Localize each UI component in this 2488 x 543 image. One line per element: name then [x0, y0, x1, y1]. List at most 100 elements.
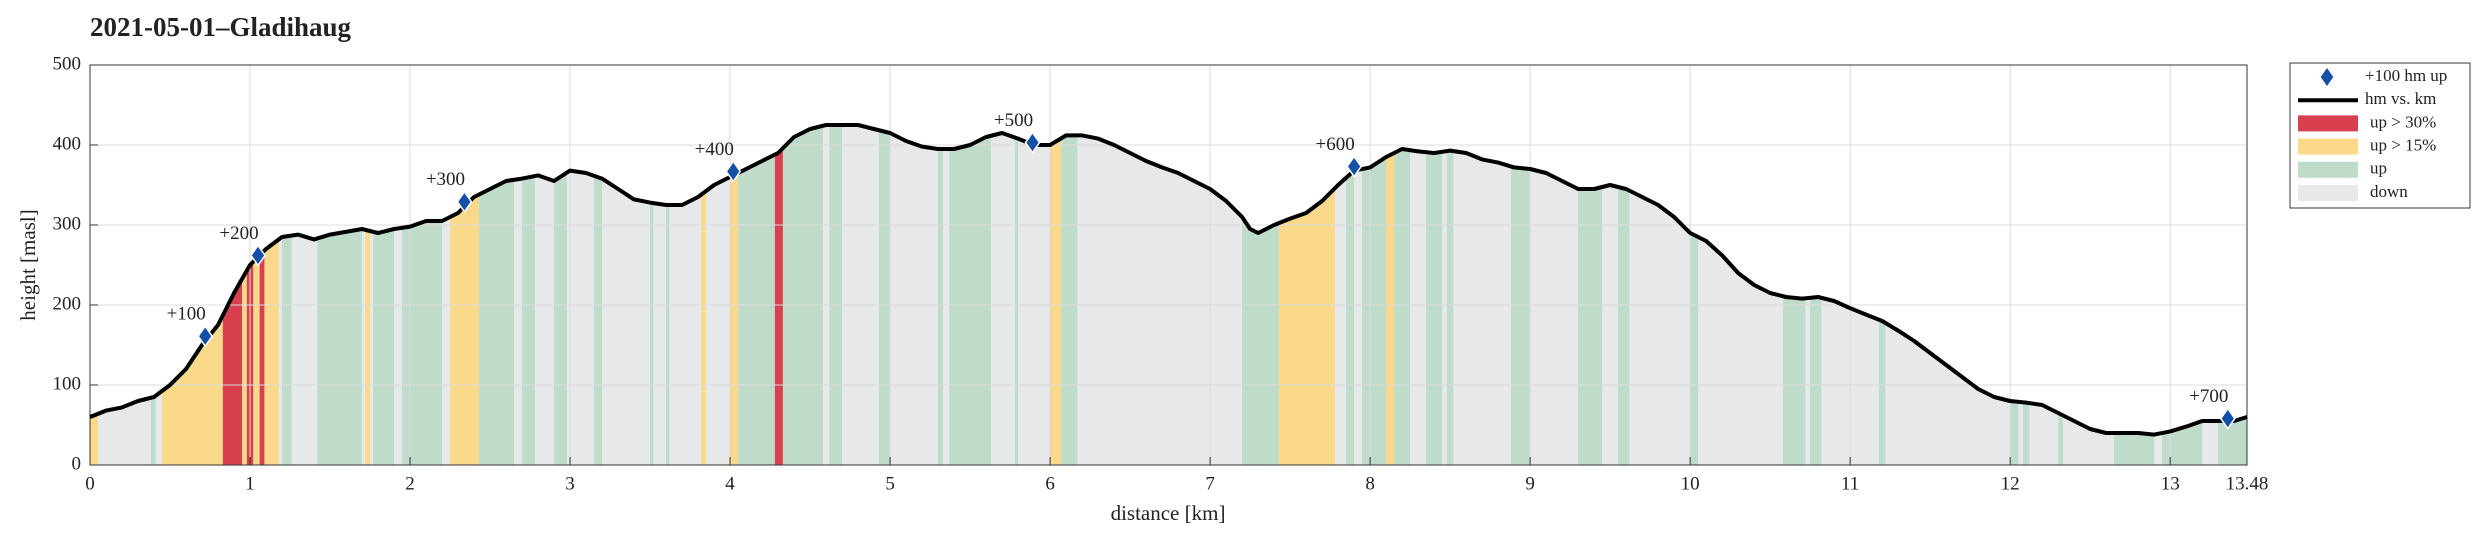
legend-marker [2320, 68, 2334, 86]
x-tick-label: 13 [2161, 473, 2180, 494]
band [1618, 125, 1630, 465]
band [1782, 125, 1806, 465]
band [522, 125, 535, 465]
band [738, 125, 775, 465]
legend-label: hm vs. km [2365, 89, 2436, 108]
marker-label: +400 [695, 139, 734, 160]
legend-swatch [2298, 185, 2358, 201]
x-tick-label: 5 [885, 473, 895, 494]
y-tick-label: 400 [53, 133, 82, 154]
band [1810, 125, 1822, 465]
band [2010, 125, 2019, 465]
marker-label: +500 [994, 110, 1033, 131]
band [1061, 125, 1078, 465]
marker [1024, 131, 1041, 154]
marker [197, 324, 214, 348]
marker [725, 160, 742, 183]
x-axis-label: distance [km] [1111, 501, 1226, 525]
marker-label: +700 [2189, 386, 2228, 407]
band [1426, 125, 1443, 465]
band [1014, 125, 1019, 465]
marker-label: +200 [219, 223, 258, 244]
band [317, 125, 363, 465]
band [373, 125, 395, 465]
x-tick-label: 0 [85, 473, 95, 494]
y-tick-label: 500 [53, 53, 82, 74]
marker [1346, 155, 1363, 178]
legend-swatch [2298, 115, 2358, 132]
x-tick-label: 6 [1045, 473, 1055, 494]
legend-swatch [2298, 161, 2358, 178]
x-tick-label: 3 [565, 473, 575, 494]
y-tick-label: 100 [53, 373, 82, 394]
band [365, 125, 371, 465]
x-tick-label: 4 [725, 473, 735, 494]
band [2058, 125, 2063, 465]
marker [456, 190, 473, 214]
band [1878, 125, 1886, 465]
band [1362, 125, 1387, 465]
band [264, 125, 279, 465]
band [938, 125, 943, 465]
band [1050, 125, 1062, 465]
band [1386, 125, 1395, 465]
x-tick-label: 8 [1365, 473, 1375, 494]
legend-label: +100 hm up [2365, 66, 2447, 85]
y-tick-label: 300 [53, 213, 82, 234]
band [2022, 125, 2030, 465]
band [554, 125, 567, 465]
marker-label: +300 [426, 169, 465, 190]
legend-label: up > 30% [2370, 112, 2436, 131]
band [829, 125, 843, 465]
x-tick-label: 12 [2001, 473, 2020, 494]
band [782, 125, 823, 465]
x-tick-label: 11 [1841, 473, 1859, 494]
band [1578, 125, 1603, 465]
band [878, 125, 891, 465]
band [730, 125, 739, 465]
bands [90, 125, 2247, 465]
band [222, 125, 243, 465]
y-tick-label: 0 [72, 453, 82, 474]
legend-label: up [2370, 159, 2387, 178]
legend-label: up > 15% [2370, 136, 2436, 155]
x-tick-label: 1 [245, 473, 255, 494]
legend-box [2289, 62, 2471, 209]
band [478, 125, 515, 465]
x-tick-label: 7 [1205, 473, 1215, 494]
band [162, 125, 223, 465]
band [90, 125, 99, 465]
band [150, 125, 156, 465]
band [259, 125, 265, 465]
band [1446, 125, 1454, 465]
band [701, 125, 707, 465]
x-tick-label: 9 [1525, 473, 1535, 494]
band [1394, 125, 1411, 465]
band [949, 125, 991, 465]
band [1346, 125, 1355, 465]
band [402, 125, 443, 465]
band [1690, 125, 1699, 465]
chart-title: 2021-05-01–Gladihaug [90, 12, 352, 42]
band [1242, 125, 1279, 465]
band [650, 125, 654, 465]
legend-label: down [2370, 182, 2408, 201]
band [282, 125, 292, 465]
band [253, 125, 260, 465]
band [242, 125, 247, 465]
marker-label: +600 [1316, 134, 1355, 155]
marker [250, 244, 266, 267]
x-tick-label: 2 [405, 473, 415, 494]
band [1510, 125, 1531, 465]
y-tick-label: 200 [53, 293, 82, 314]
band [1278, 125, 1335, 465]
x-tick-label: 13.48 [2226, 473, 2269, 494]
band [2114, 125, 2155, 465]
marker-label: +100 [167, 304, 206, 325]
band [774, 125, 783, 465]
legend-swatch [2298, 138, 2358, 155]
y-axis-label: height [masl] [16, 209, 40, 320]
plot-frame [89, 64, 2248, 466]
x-tick-label: 10 [1681, 473, 1700, 494]
